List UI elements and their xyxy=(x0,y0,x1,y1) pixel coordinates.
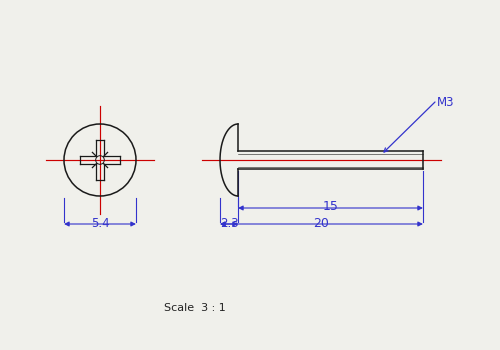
Text: 5.4: 5.4 xyxy=(90,217,110,230)
Text: 20: 20 xyxy=(314,217,330,230)
Text: M3: M3 xyxy=(437,96,454,108)
Text: Scale  3 : 1: Scale 3 : 1 xyxy=(164,303,226,313)
Text: 2.3: 2.3 xyxy=(220,217,238,230)
Text: 15: 15 xyxy=(322,200,338,213)
